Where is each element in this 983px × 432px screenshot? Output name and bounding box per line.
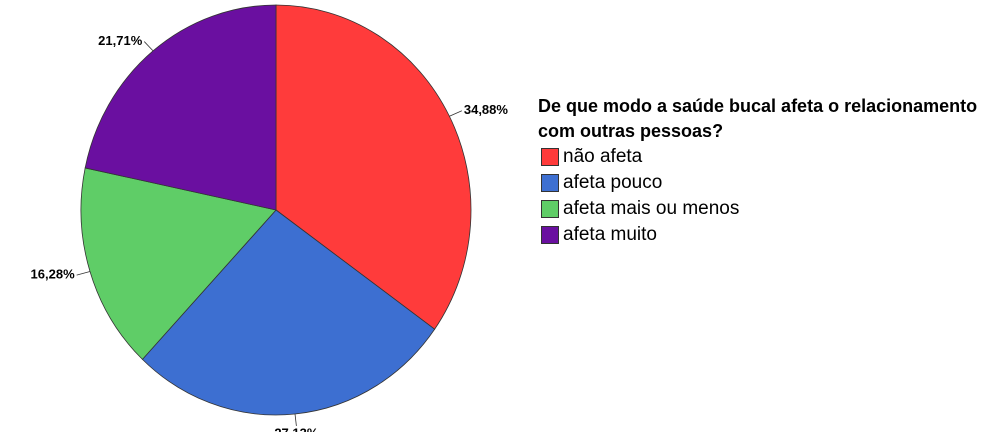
legend-item: afeta mais ou menos <box>538 196 978 222</box>
legend-label: afeta mais ou menos <box>563 198 740 219</box>
pie-slice <box>80 167 277 360</box>
data-label: 34,88% <box>464 102 509 117</box>
data-label: 16,28% <box>31 267 76 282</box>
leader-line <box>294 413 297 427</box>
legend-swatch <box>541 174 559 192</box>
legend-label: afeta pouco <box>563 172 663 193</box>
legend-item: não afeta <box>538 144 978 170</box>
legend-title: De que modo a saúde bucal afeta o relaci… <box>538 96 978 141</box>
pie-slice <box>141 209 436 416</box>
data-label: 21,71% <box>98 33 143 48</box>
legend-swatch <box>541 148 559 166</box>
data-label: 27,13% <box>274 425 319 432</box>
legend-swatch <box>541 200 559 218</box>
leader-line <box>449 110 463 117</box>
legend-swatch <box>541 226 559 244</box>
leader-line <box>143 41 154 52</box>
legend-item: afeta muito <box>538 222 978 248</box>
pie-slice <box>275 4 472 330</box>
legend-label: afeta muito <box>563 224 657 245</box>
legend-label: não afeta <box>563 146 643 167</box>
legend-item: afeta pouco <box>538 170 978 196</box>
leader-line <box>76 271 91 276</box>
legend: De que modo a saúde bucal afeta o relaci… <box>538 94 978 248</box>
